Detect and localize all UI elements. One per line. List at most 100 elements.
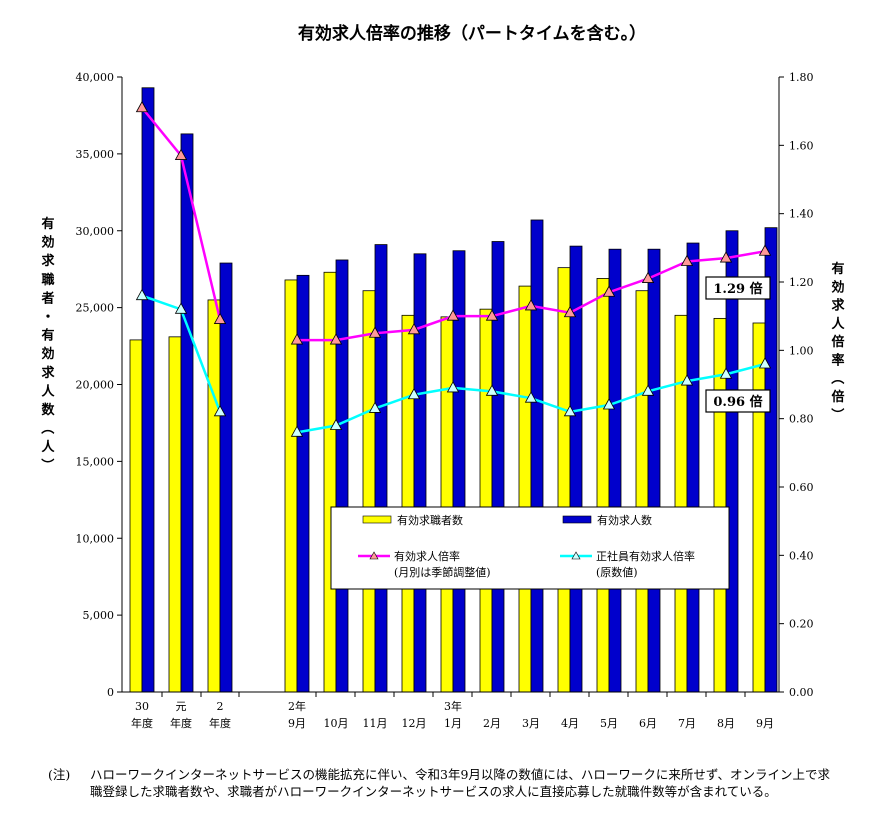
right-axis-title-char-7: 倍: [831, 389, 844, 405]
left-axis-title-char-10: 数: [41, 402, 55, 418]
left-axis-title: 有効求職者・有効求人数（人）: [39, 216, 55, 471]
left-axis-title-char-8: 求: [41, 365, 55, 381]
legend-box: [330, 506, 730, 590]
left-tick-label-6: 30,000: [76, 225, 115, 238]
fulltime-ratio-marker-9: [524, 391, 538, 403]
ratio-marker-12: [641, 271, 655, 283]
jobseekers-bar-12: [635, 290, 649, 693]
legend-fulltime-ratio-sublabel: (原数値): [596, 566, 638, 579]
category-label-bottom-11: 5月: [600, 717, 618, 730]
chart: 有効求人倍率の推移（パートタイムを含む。） 0 5,000 10,000 15,000…: [39, 23, 845, 730]
openings-bar-14: [725, 230, 739, 693]
category-label-bottom-5: 11月: [363, 717, 388, 730]
right-tick-label-9: 1.80: [789, 71, 814, 84]
openings-bar-13: [686, 242, 700, 693]
right-axis-title-char-1: 効: [831, 279, 844, 295]
ratio-marker-6: [407, 323, 421, 335]
right-axis-title-char-6: （: [829, 371, 845, 384]
legend-jobseekers-label: 有効求職者数: [397, 513, 463, 527]
left-axis-title-char-0: 有: [41, 216, 54, 232]
category-label-bottom-14: 8月: [717, 717, 735, 730]
left-tick-label-5: 25,000: [76, 302, 115, 315]
right-tick-label-7: 1.40: [789, 208, 814, 221]
fulltime-ratio-marker-4: [329, 418, 343, 430]
left-tick-label-0: 0: [107, 686, 114, 699]
category-label-bottom-0: 年度: [131, 716, 153, 730]
openings-bar-1: [180, 133, 194, 693]
right-tick-label-4: 0.80: [789, 413, 814, 426]
left-axis-title-char-7: 効: [41, 346, 54, 362]
fulltime-ratio-marker-2: [213, 405, 227, 417]
category-label-bottom-7: 1月: [444, 717, 462, 730]
openings-bar-8: [491, 241, 505, 693]
right-tick-label-3: 0.60: [789, 481, 814, 494]
ratio-marker-9: [524, 299, 538, 311]
ratio-marker-0: [135, 100, 149, 113]
jobseekers-bar-0: [129, 339, 143, 693]
right-axis-title-char-4: 倍: [831, 334, 844, 350]
category-label-bottom-8: 2月: [483, 717, 501, 730]
left-tick-label-3: 15,000: [76, 455, 115, 468]
category-label-bottom-9: 3月: [522, 717, 540, 730]
jobseekers-bar-15: [752, 322, 766, 693]
left-axis-title-char-1: 効: [41, 235, 54, 251]
ratio-marker-4: [329, 333, 343, 345]
left-tick-label-4: 20,000: [76, 379, 115, 392]
fulltime-ratio-marker-0: [135, 288, 149, 301]
right-tick-label-5: 1.00: [789, 344, 814, 357]
fulltime-ratio-marker-6: [407, 387, 421, 400]
jobseekers-bar-10: [557, 267, 571, 693]
fulltime-ratio-marker-10: [563, 405, 577, 417]
fulltime-ratio-marker-5: [368, 401, 382, 413]
openings-bar-5: [374, 244, 388, 693]
right-axis-title-char-3: 人: [831, 316, 845, 332]
footnote-label: (注): [48, 767, 71, 782]
jobseekers-bar-5: [362, 290, 376, 693]
jobseekers-bar-11: [596, 278, 610, 693]
openings-bar-9: [530, 219, 544, 693]
legend-openings-label: 有効求人数: [597, 513, 652, 527]
left-axis-title-char-12: 人: [41, 439, 55, 455]
jobseekers-bar-2: [207, 299, 221, 693]
right-tick-label-6: 1.20: [789, 276, 814, 289]
category-label-top-3: 2年: [288, 699, 306, 713]
left-axis-title-char-13: ）: [39, 458, 55, 471]
ratio-marker-1: [174, 148, 188, 160]
ratio-marker-14: [719, 251, 733, 263]
category-label-bottom-1: 年度: [170, 716, 192, 730]
category-label-bottom-12: 6月: [639, 717, 657, 730]
jobseekers-bar-13: [674, 314, 688, 693]
right-tick-label-2: 0.40: [789, 549, 814, 562]
callout-fulltime-ratio-box: [705, 389, 771, 413]
jobseekers-bar-6: [401, 314, 415, 693]
right-axis-title-char-0: 有: [831, 261, 844, 277]
fulltime-ratio-marker-3: [290, 425, 304, 437]
callout-ratio-box: [705, 276, 771, 300]
ratio-marker-7: [446, 309, 460, 321]
ratio-marker-13: [680, 254, 694, 266]
openings-bar-11: [608, 248, 622, 693]
fulltime-ratio-marker-13: [680, 374, 694, 386]
right-axis-title-char-8: ）: [829, 408, 845, 421]
legend-ratio-sublabel: (月別は季節調整値): [394, 565, 491, 579]
ratio-marker-3: [290, 333, 304, 345]
jobseekers-bar-7: [440, 316, 454, 693]
left-axis-title-char-6: 有: [41, 328, 54, 344]
jobseekers-bar-9: [518, 285, 532, 693]
category-label-top-7: 3年: [444, 699, 462, 713]
openings-bar-12: [647, 248, 661, 693]
left-tick-label-7: 35,000: [76, 148, 115, 161]
callout-ratio-text: 1.29 倍: [713, 281, 762, 297]
chart-title: 有効求人倍率の推移（パートタイムを含む。）: [298, 23, 646, 44]
left-tick-label-2: 10,000: [76, 532, 115, 545]
category-label-bottom-2: 年度: [209, 716, 231, 730]
left-axis-title-char-9: 人: [41, 383, 55, 399]
jobseekers-bar-4: [323, 271, 337, 693]
ratio-marker-5: [368, 326, 382, 338]
category-label-bottom-13: 7月: [678, 717, 696, 730]
ratio-marker-15: [758, 244, 772, 256]
fulltime-ratio-marker-7: [446, 381, 460, 393]
category-label-bottom-4: 10月: [324, 717, 349, 730]
fulltime-ratio-marker-1: [174, 302, 188, 314]
left-axis-title-char-11: （: [39, 421, 55, 434]
